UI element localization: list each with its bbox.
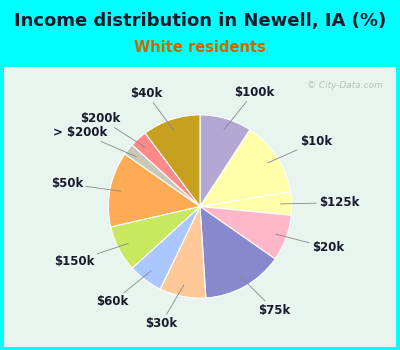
Wedge shape: [132, 206, 200, 289]
Wedge shape: [200, 192, 292, 215]
Text: $10k: $10k: [268, 135, 332, 163]
Text: $125k: $125k: [281, 196, 360, 209]
Wedge shape: [200, 206, 291, 259]
Wedge shape: [108, 154, 200, 227]
Text: $50k: $50k: [51, 177, 121, 191]
Text: $20k: $20k: [276, 234, 344, 254]
Text: $30k: $30k: [145, 285, 184, 330]
Wedge shape: [200, 115, 250, 206]
Text: $200k: $200k: [80, 112, 145, 147]
Wedge shape: [160, 206, 206, 298]
Text: $60k: $60k: [96, 271, 151, 308]
Text: © City-Data.com: © City-Data.com: [307, 80, 383, 90]
Wedge shape: [200, 206, 275, 298]
Wedge shape: [200, 130, 290, 206]
Text: $100k: $100k: [224, 86, 274, 130]
Text: $150k: $150k: [54, 243, 128, 268]
Wedge shape: [145, 115, 200, 206]
Text: > $200k: > $200k: [53, 126, 136, 157]
Wedge shape: [111, 206, 200, 268]
Text: White residents: White residents: [134, 40, 266, 55]
Text: $75k: $75k: [240, 276, 291, 317]
Wedge shape: [125, 145, 200, 206]
Text: Income distribution in Newell, IA (%): Income distribution in Newell, IA (%): [14, 12, 386, 30]
Wedge shape: [132, 133, 200, 206]
Text: $40k: $40k: [130, 87, 174, 130]
